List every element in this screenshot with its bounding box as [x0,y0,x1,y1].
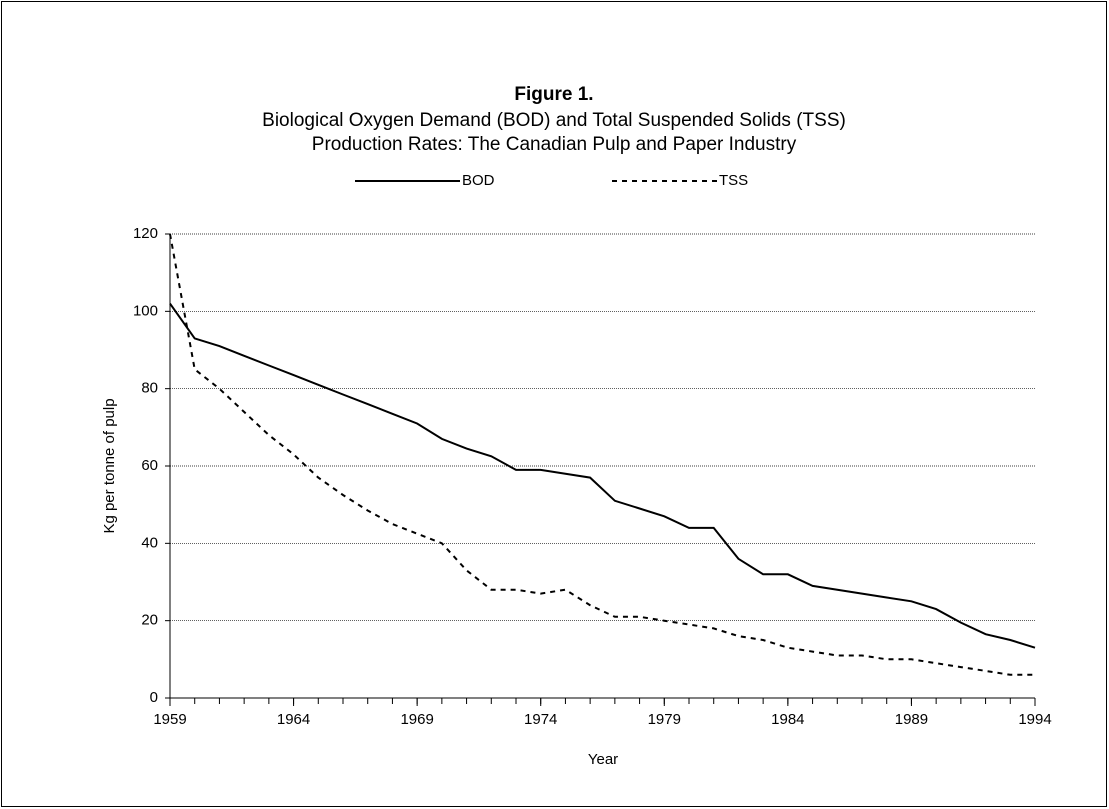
x-tick-label: 1984 [771,711,804,728]
x-tick-label: 1979 [648,711,681,728]
data-line [169,233,1035,676]
legend-label: TSS [719,172,748,189]
y-tick-label: 120 [133,225,158,242]
y-tick-label: 100 [133,302,158,319]
x-tick-label: 1989 [895,711,928,728]
x-tick-label: 1974 [524,711,557,728]
x-tick-label: 1969 [400,711,433,728]
legend-label: BOD [462,172,495,189]
x-axis-label: Year [588,751,618,768]
chart-subtitle: Biological Oxygen Demand (BOD) and Total… [262,110,846,131]
y-tick-label: 80 [141,380,158,397]
data-line [169,303,1036,649]
chart-subtitle: Production Rates: The Canadian Pulp and … [312,134,797,155]
y-tick-label: 40 [141,534,158,551]
chart-title: Figure 1. [514,84,593,105]
y-tick-label: 60 [141,457,158,474]
y-tick-label: 0 [150,689,158,706]
x-tick-label: 1964 [277,711,310,728]
y-axis-label: Kg per tonne of pulp [101,398,118,533]
x-tick-label: 1959 [153,711,186,728]
y-tick-label: 20 [141,612,158,629]
x-tick-label: 1994 [1018,711,1051,728]
